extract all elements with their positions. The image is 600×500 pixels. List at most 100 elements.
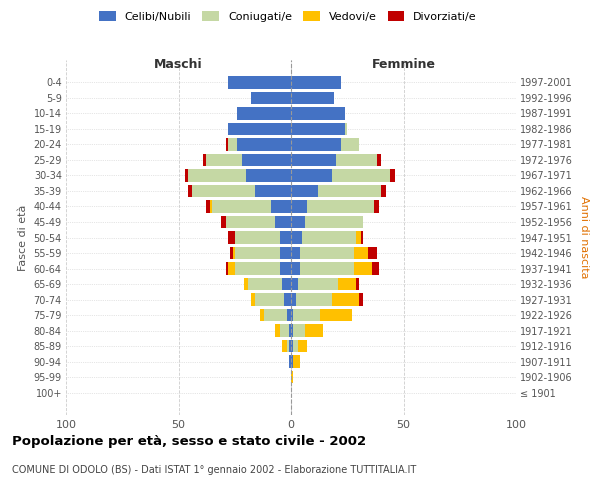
- Bar: [237, 138, 291, 150]
- Bar: [228, 232, 235, 243]
- Bar: [212, 200, 271, 212]
- Bar: [203, 154, 205, 166]
- Bar: [282, 278, 291, 290]
- Bar: [291, 216, 305, 228]
- Bar: [298, 278, 338, 290]
- Bar: [300, 247, 354, 259]
- Legend: Celibi/Nubili, Coniugati/e, Vedovi/e, Divorziati/e: Celibi/Nubili, Coniugati/e, Vedovi/e, Di…: [96, 8, 480, 25]
- Bar: [241, 154, 291, 166]
- Bar: [338, 278, 356, 290]
- Bar: [359, 294, 363, 306]
- Bar: [289, 356, 291, 368]
- Bar: [291, 278, 298, 290]
- Bar: [205, 154, 241, 166]
- Bar: [226, 216, 275, 228]
- Bar: [291, 184, 318, 197]
- Bar: [291, 138, 341, 150]
- Bar: [291, 154, 336, 166]
- Bar: [246, 169, 291, 181]
- Bar: [293, 309, 320, 322]
- Bar: [210, 200, 212, 212]
- Bar: [271, 200, 291, 212]
- Bar: [205, 200, 210, 212]
- Bar: [287, 340, 289, 352]
- Bar: [381, 184, 386, 197]
- Y-axis label: Fasce di età: Fasce di età: [18, 204, 28, 270]
- Bar: [280, 232, 291, 243]
- Bar: [251, 294, 255, 306]
- Bar: [275, 324, 280, 337]
- Bar: [264, 309, 287, 322]
- Bar: [280, 324, 289, 337]
- Bar: [221, 216, 226, 228]
- Bar: [305, 324, 323, 337]
- Text: COMUNE DI ODOLO (BS) - Dati ISTAT 1° gennaio 2002 - Elaborazione TUTTITALIA.IT: COMUNE DI ODOLO (BS) - Dati ISTAT 1° gen…: [12, 465, 416, 475]
- Text: Popolazione per età, sesso e stato civile - 2002: Popolazione per età, sesso e stato civil…: [12, 435, 366, 448]
- Bar: [291, 371, 293, 384]
- Bar: [226, 262, 228, 274]
- Bar: [356, 232, 361, 243]
- Bar: [228, 262, 235, 274]
- Bar: [187, 169, 246, 181]
- Y-axis label: Anni di nascita: Anni di nascita: [578, 196, 589, 279]
- Bar: [291, 200, 307, 212]
- Bar: [293, 356, 300, 368]
- Bar: [244, 278, 248, 290]
- Bar: [192, 184, 255, 197]
- Bar: [275, 216, 291, 228]
- Bar: [228, 122, 291, 135]
- Bar: [293, 324, 305, 337]
- Bar: [291, 169, 331, 181]
- Bar: [331, 294, 359, 306]
- Bar: [228, 138, 237, 150]
- Bar: [377, 154, 381, 166]
- Bar: [291, 356, 293, 368]
- Bar: [293, 340, 298, 352]
- Bar: [228, 76, 291, 88]
- Bar: [291, 262, 300, 274]
- Bar: [341, 138, 359, 150]
- Bar: [235, 262, 280, 274]
- Bar: [233, 247, 235, 259]
- Bar: [255, 184, 291, 197]
- Bar: [318, 184, 381, 197]
- Bar: [248, 278, 282, 290]
- Bar: [280, 262, 291, 274]
- Bar: [345, 122, 347, 135]
- Bar: [237, 107, 291, 120]
- Bar: [289, 324, 291, 337]
- Bar: [291, 294, 296, 306]
- Bar: [320, 309, 352, 322]
- Bar: [291, 122, 345, 135]
- Bar: [291, 107, 345, 120]
- Bar: [289, 340, 291, 352]
- Bar: [291, 247, 300, 259]
- Bar: [226, 138, 228, 150]
- Bar: [287, 309, 291, 322]
- Bar: [282, 340, 287, 352]
- Bar: [291, 309, 293, 322]
- Bar: [291, 76, 341, 88]
- Bar: [291, 340, 293, 352]
- Text: Maschi: Maschi: [154, 58, 203, 71]
- Bar: [356, 278, 359, 290]
- Bar: [336, 154, 377, 166]
- Bar: [307, 200, 374, 212]
- Bar: [302, 232, 356, 243]
- Bar: [361, 232, 363, 243]
- Bar: [187, 184, 192, 197]
- Bar: [284, 294, 291, 306]
- Bar: [280, 247, 291, 259]
- Bar: [230, 247, 233, 259]
- Bar: [354, 262, 372, 274]
- Bar: [235, 247, 280, 259]
- Bar: [390, 169, 395, 181]
- Bar: [298, 340, 307, 352]
- Bar: [251, 92, 291, 104]
- Bar: [235, 232, 280, 243]
- Bar: [291, 324, 293, 337]
- Bar: [331, 169, 390, 181]
- Bar: [255, 294, 284, 306]
- Bar: [291, 232, 302, 243]
- Bar: [300, 262, 354, 274]
